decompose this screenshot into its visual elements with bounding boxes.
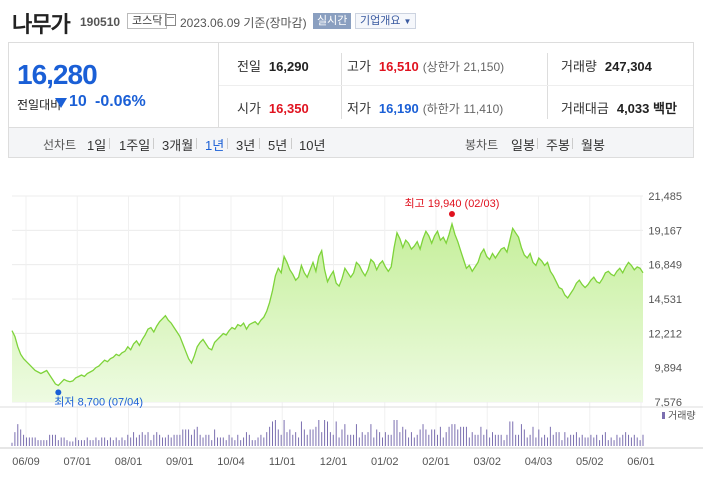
period-1d[interactable]: 1일	[87, 138, 107, 153]
candle-chart-label: 봉차트	[465, 138, 499, 152]
stat-label: 시가	[237, 101, 261, 116]
change-value: 10	[69, 93, 87, 110]
stat-sub-label: (하한가	[422, 102, 460, 116]
y-tick-label: 12,212	[648, 328, 682, 340]
price-chart-svg: 21,485 19,167 16,849 14,531 12,212 9,894 7,576…	[0, 191, 703, 468]
x-tick-label: 04/03	[525, 456, 553, 468]
price-line	[11, 221, 644, 387]
x-tick-label: 10/04	[217, 456, 245, 468]
stat-amount: 거래대금 4,033 백만	[561, 98, 677, 117]
price-area	[12, 223, 643, 402]
period-10y[interactable]: 10년	[299, 138, 326, 153]
stat-label: 고가	[347, 59, 371, 74]
x-tick-label: 11/01	[269, 456, 296, 468]
x-tick-label: 01/02	[371, 456, 399, 468]
stat-prev-close: 전일 16,290	[237, 56, 309, 75]
x-tick-label: 08/01	[115, 456, 143, 468]
company-info-button[interactable]: 기업개요 ▼	[355, 13, 417, 29]
high-marker	[448, 211, 455, 217]
y-tick-label: 19,167	[648, 225, 682, 237]
stat-sub-value: 21,150)	[463, 60, 505, 74]
stat-unit: 백만	[653, 101, 677, 116]
line-chart-label: 선차트	[43, 138, 77, 152]
divider	[547, 53, 548, 119]
stock-name: 나무가	[12, 12, 71, 37]
stat-value: 16,510	[378, 59, 419, 74]
current-price-box: 16,280 전일대비 10 -0.06%	[9, 43, 219, 127]
y-tick-label: 21,485	[648, 191, 682, 203]
stock-header: 나무가 190510 코스닥 2023.06.09 기준(장마감) 실시간 기업…	[0, 0, 703, 40]
down-triangle-icon	[55, 98, 67, 108]
stat-high: 고가 16,510 (상한가 21,150)	[347, 56, 504, 75]
low-annotation: 최저 8,700 (07/04)	[54, 395, 143, 408]
candle-daily[interactable]: 일봉	[511, 138, 535, 153]
chevron-down-icon: ▼	[403, 17, 412, 26]
stat-value: 16,190	[378, 101, 419, 116]
stat-value: 16,350	[268, 101, 309, 116]
divider	[259, 138, 260, 149]
volume-legend: 거래량	[668, 410, 696, 422]
period-3m[interactable]: 3개월	[162, 138, 194, 153]
period-bar: 선차트 1일 1주일 3개월 1년 3년 5년 10년 봉차트 일봉 주봉 월봉	[8, 128, 694, 158]
period-3y[interactable]: 3년	[236, 138, 256, 153]
stat-label: 전일	[237, 59, 261, 74]
stat-value: 16,290	[268, 59, 309, 74]
x-tick-label: 02/01	[422, 456, 450, 468]
y-tick-label: 14,531	[648, 294, 682, 306]
divider	[572, 138, 573, 149]
stat-volume: 거래량 247,304	[561, 56, 652, 75]
period-1y[interactable]: 1년	[205, 138, 225, 153]
high-annotation: 최고 19,940 (02/03)	[405, 197, 500, 210]
x-tick-label: 06/01	[627, 456, 655, 468]
price-chart[interactable]: 21,485 19,167 16,849 14,531 12,212 9,894 7,576…	[0, 180, 703, 477]
period-1w[interactable]: 1주일	[119, 138, 151, 153]
current-price: 16,280	[17, 59, 98, 90]
stat-low: 저가 16,190 (하한가 11,410)	[347, 98, 503, 117]
divider	[227, 138, 228, 149]
x-tick-label: 06/09	[12, 456, 40, 468]
divider	[537, 138, 538, 149]
company-info-label: 기업개요	[360, 15, 401, 27]
divider	[341, 53, 342, 119]
y-tick-label: 16,849	[648, 260, 682, 272]
low-marker	[55, 389, 62, 396]
x-tick-label: 05/02	[576, 456, 604, 468]
change-label: 전일대비	[17, 98, 62, 112]
y-tick-label: 7,576	[654, 397, 682, 409]
price-date: 2023.06.09 기준(장마감)	[180, 16, 307, 30]
candle-weekly[interactable]: 주봉	[546, 138, 570, 153]
volume-legend-swatch	[662, 412, 665, 419]
stat-label: 저가	[347, 101, 371, 116]
divider	[291, 138, 292, 149]
divider	[153, 138, 154, 149]
divider	[109, 138, 110, 149]
stat-label: 거래대금	[561, 101, 609, 116]
divider	[196, 138, 197, 149]
stock-code: 190510	[80, 15, 121, 29]
price-panel: 16,280 전일대비 10 -0.06% 전일 16,290 고가 16,510(…	[8, 42, 694, 128]
x-tick-label: 03/02	[473, 456, 501, 468]
change-percent: -0.06%	[95, 93, 146, 110]
stat-value: 4,033	[616, 101, 650, 116]
x-tick-label: 07/01	[63, 456, 91, 468]
realtime-button[interactable]: 실시간	[313, 13, 352, 29]
x-tick-label: 09/01	[166, 456, 194, 468]
x-tick-label: 12/01	[320, 456, 348, 468]
stat-sub-value: 11,410)	[463, 102, 504, 116]
stat-open: 시가 16,350	[237, 98, 309, 117]
market-badge: 코스닥	[127, 13, 168, 29]
stat-value: 247,304	[604, 59, 652, 74]
y-tick-label: 9,894	[654, 363, 682, 375]
stat-sub-label: (상한가	[422, 60, 460, 74]
candle-monthly[interactable]: 월봉	[581, 138, 605, 153]
calendar-icon	[165, 14, 176, 26]
divider	[219, 85, 693, 86]
stat-label: 거래량	[561, 59, 597, 74]
period-5y[interactable]: 5년	[268, 138, 288, 153]
